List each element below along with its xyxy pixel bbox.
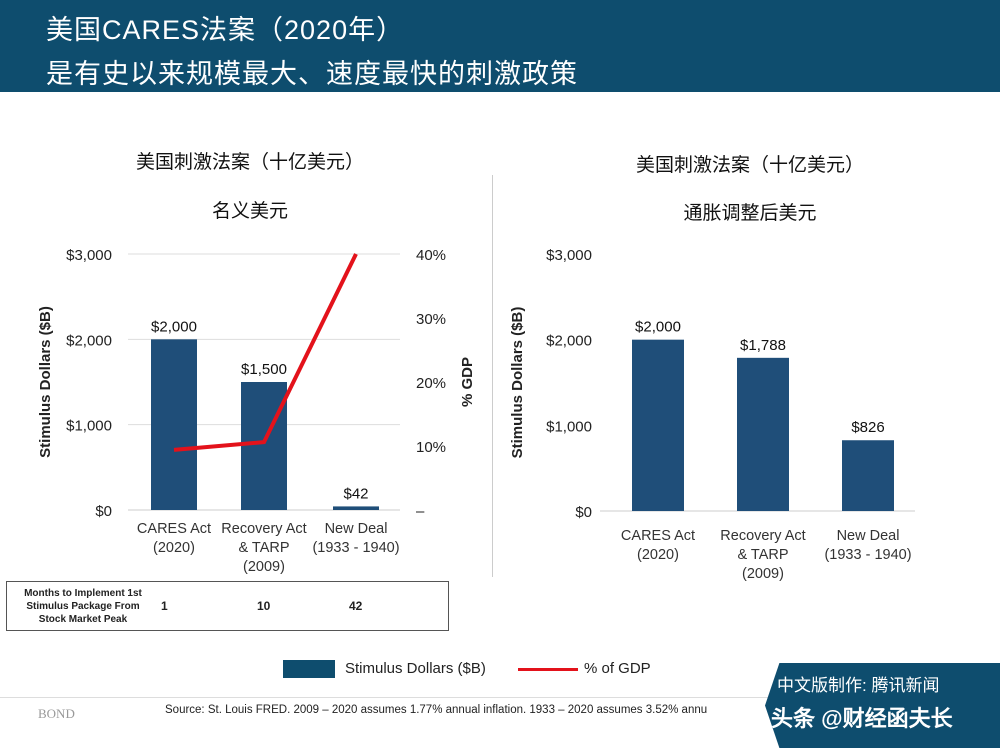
footer-rule [0,697,1000,698]
bar [333,506,379,510]
x-tick-label: (2020) [153,540,195,556]
y2-tick-label: 20% [416,375,446,392]
source-note: Source: St. Louis FRED. 2009 – 2020 assu… [165,704,708,716]
legend-bar-label: Stimulus Dollars ($B) [345,660,486,677]
gdp-line [173,253,358,452]
watermark-badge: 中文版制作: 腾讯新闻 头条 @财经函夫长 [765,663,1000,748]
bond-logo: BOND [38,706,75,721]
badge-line1: 中文版制作: 腾讯新闻 [777,676,940,695]
bar-data-label: $1,788 [740,337,786,354]
x-tick-label: New Deal [837,528,900,544]
bar-data-label: $2,000 [151,318,197,335]
left-chart-title: 美国刺激法案（十亿美元） [135,152,364,173]
bar [241,382,287,510]
bar [842,440,894,511]
y-tick-label: $1,000 [546,418,592,435]
bar [737,357,789,511]
x-tick-label: (1933 - 1940) [312,540,399,556]
y-tick-label: $2,000 [66,332,112,349]
x-tick-label: & TARP [737,547,788,563]
y-tick-label: $0 [575,504,592,521]
months-table: Months to Implement 1st Stimulus Package… [6,581,449,631]
x-tick-label: CARES Act [137,521,211,537]
y-tick-label: $3,000 [66,247,112,264]
title-line2: 是有史以来规模最大、速度最快的刺激政策 [46,59,578,89]
bar [632,339,684,511]
y2-axis-label: % GDP [459,357,476,407]
y2-tick-label: – [416,503,425,520]
right-chart-subtitle: 通胀调整后美元 [683,203,817,224]
table-value: 10 [257,599,271,613]
y2-tick-label: 10% [416,439,446,456]
legend-bar: Stimulus Dollars ($B) [283,660,486,679]
x-tick-label: Recovery Act [720,528,805,544]
bar-data-label: $826 [851,419,884,436]
y2-tick-label: 30% [416,311,446,328]
left-chart-subtitle: 名义美元 [211,201,288,222]
y-axis-label: Stimulus Dollars ($B) [509,307,526,459]
x-tick-label: CARES Act [621,528,695,544]
legend-line-label: % of GDP [584,660,651,677]
x-tick-label: New Deal [325,521,388,537]
table-value: 42 [349,599,363,613]
x-tick-label: (2020) [637,547,679,563]
x-tick-label: & TARP [238,540,289,556]
bar-data-label: $42 [343,485,368,502]
table-label: Months to Implement 1st Stimulus Package… [24,588,142,625]
y-tick-label: $0 [95,503,112,520]
divider [492,175,493,577]
legend-line: % of GDP [518,660,651,677]
x-tick-label: (2009) [243,559,285,575]
header: 美国CARES法案（2020年） 是有史以来规模最大、速度最快的刺激政策 [0,0,1000,92]
badge-line2: 头条 @财经函夫长 [771,706,953,731]
x-tick-label: (1933 - 1940) [824,547,911,563]
y2-tick-label: 40% [416,247,446,264]
bar [151,339,197,510]
y-tick-label: $3,000 [546,247,592,264]
y-axis-label: Stimulus Dollars ($B) [37,306,54,458]
y-tick-label: $2,000 [546,333,592,350]
legend-bar-swatch [283,660,335,679]
table-value: 1 [161,599,168,613]
legend-line-swatch [518,667,578,671]
y-tick-label: $1,000 [66,418,112,435]
title-line1: 美国CARES法案（2020年） [46,15,405,45]
x-tick-label: (2009) [742,566,784,582]
x-tick-label: Recovery Act [221,521,306,537]
bar-data-label: $2,000 [635,319,681,336]
bar-data-label: $1,500 [241,361,287,378]
right-chart-title: 美国刺激法案（十亿美元） [635,155,864,176]
